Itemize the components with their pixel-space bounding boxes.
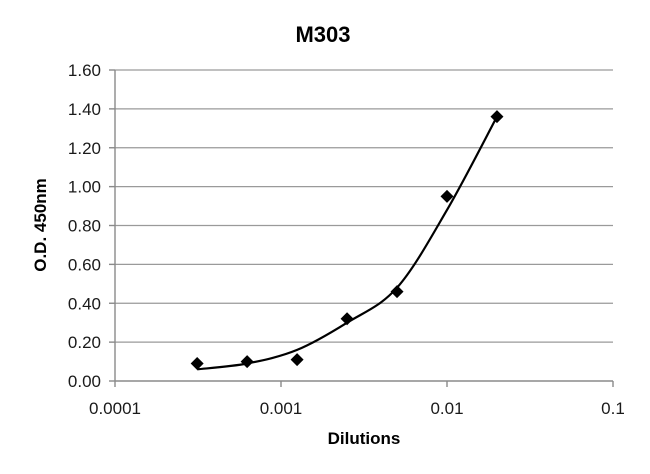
- x-tick-label: 0.1: [601, 399, 625, 418]
- y-tick-label: 0.20: [68, 333, 101, 352]
- x-tick-label: 0.0001: [89, 399, 141, 418]
- data-point-diamond-icon: [490, 110, 504, 124]
- data-point-diamond-icon: [240, 355, 254, 369]
- y-tick-label: 1.20: [68, 139, 101, 158]
- y-tick-label: 0.40: [68, 294, 101, 313]
- x-axis-title: Dilutions: [328, 429, 401, 448]
- data-points: [190, 110, 504, 371]
- y-tick-label: 1.00: [68, 178, 101, 197]
- x-tick-label: 0.001: [260, 399, 303, 418]
- chart-title: M303: [295, 22, 350, 47]
- data-point-diamond-icon: [440, 189, 454, 203]
- data-point-diamond-icon: [340, 312, 354, 326]
- y-tick-label: 0.00: [68, 372, 101, 391]
- y-tick-label: 1.60: [68, 61, 101, 80]
- axes: [109, 69, 614, 387]
- data-point-diamond-icon: [290, 353, 304, 367]
- y-tick-label: 1.40: [68, 100, 101, 119]
- y-axis-tick-labels: 0.00 0.20 0.40 0.60 0.80 1.00 1.20 1.40 1.60: [68, 61, 101, 391]
- data-point-diamond-icon: [190, 357, 204, 371]
- gridlines: [115, 69, 613, 343]
- y-axis-title: O.D. 450nm: [31, 178, 50, 272]
- y-tick-label: 0.80: [68, 217, 101, 236]
- x-axis-tick-labels: 0.0001 0.001 0.01 0.1: [89, 399, 625, 418]
- trendline: [197, 116, 498, 371]
- y-tick-label: 0.60: [68, 255, 101, 274]
- x-tick-label: 0.01: [430, 399, 463, 418]
- data-point-diamond-icon: [390, 285, 404, 299]
- fit-curve: [197, 116, 498, 371]
